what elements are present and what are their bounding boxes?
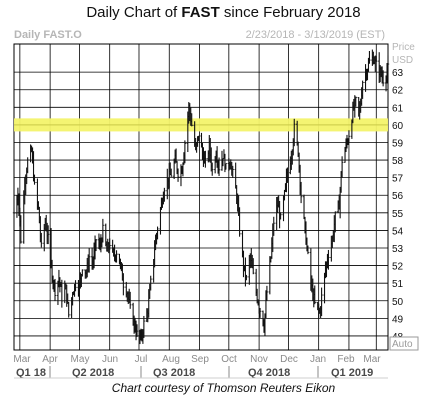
x-month-label: Mar xyxy=(13,354,31,365)
x-month-label: Oct xyxy=(221,354,237,365)
x-quarter-label: Q4 2018 xyxy=(248,367,290,379)
x-month-label: Apr xyxy=(42,354,58,365)
y-tick-label: 58 xyxy=(392,156,404,167)
y-tick-label: 50 xyxy=(392,297,404,308)
y-tick-label: 60 xyxy=(392,121,404,132)
y-tick-label: 53 xyxy=(392,244,404,255)
title-prefix: Daily Chart of xyxy=(86,4,182,21)
x-month-label: Jun xyxy=(102,354,118,365)
plot-area xyxy=(13,43,389,351)
x-quarter-label: Q2 2018 xyxy=(72,367,114,379)
x-month-label: Feb xyxy=(337,354,355,365)
y-tick-label: 55 xyxy=(392,209,404,220)
date-range-label: 2/23/2018 - 3/13/2019 (EST) xyxy=(245,29,385,41)
y-tick-label: 57 xyxy=(392,174,404,185)
y-tick-label: 52 xyxy=(392,262,404,273)
x-quarter-label: Q1 2019 xyxy=(331,367,373,379)
chart-symbol-label: Daily FAST.O xyxy=(14,29,82,41)
x-month-label: Jan xyxy=(310,354,326,365)
x-month-label: Nov xyxy=(250,354,268,365)
y-tick-label: 62 xyxy=(392,86,404,97)
x-month-label: Dec xyxy=(280,354,298,365)
y-tick-label: 51 xyxy=(392,279,404,290)
chart-title: Daily Chart of FAST since February 2018 xyxy=(0,4,447,21)
y-tick-label: 63 xyxy=(392,68,404,79)
x-month-label: May xyxy=(71,354,90,365)
y-tick-label: 54 xyxy=(392,226,404,237)
x-quarter-label: Q1 18 xyxy=(16,367,46,379)
y-tick-label: 59 xyxy=(392,138,404,149)
y-tick-label: 49 xyxy=(392,314,404,325)
auto-label: Auto xyxy=(392,339,413,350)
y-axis-header: Price xyxy=(392,42,415,53)
chart-credit: Chart courtesy of Thomson Reuters Eikon xyxy=(111,381,336,395)
title-ticker: FAST xyxy=(181,4,220,21)
x-month-label: Aug xyxy=(162,354,180,365)
y-tick-label: 61 xyxy=(392,103,404,114)
x-month-label: Mar xyxy=(363,354,381,365)
auto-box xyxy=(389,336,419,351)
x-month-label: Jul xyxy=(135,354,148,365)
title-suffix: since February 2018 xyxy=(219,4,361,21)
x-quarter-label: Q3 2018 xyxy=(153,367,195,379)
y-tick-label: 56 xyxy=(392,191,404,202)
y-axis-unit: USD xyxy=(392,55,413,66)
x-month-label: Sep xyxy=(191,354,209,365)
